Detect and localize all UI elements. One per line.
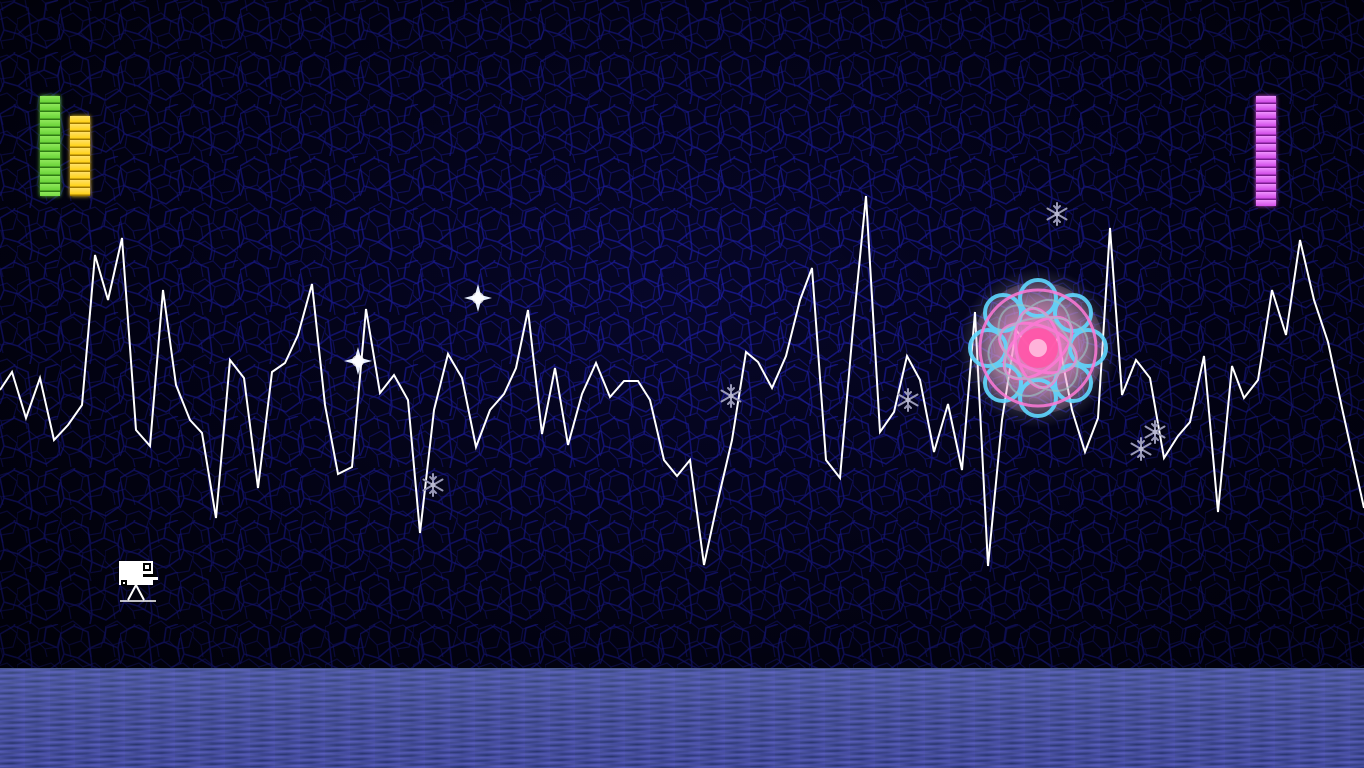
energy-meter bbox=[40, 96, 60, 196]
sparkle-icon bbox=[344, 347, 372, 375]
power-meter bbox=[70, 96, 90, 196]
sparkle-icon bbox=[464, 284, 492, 312]
snowflake-icon bbox=[1144, 420, 1166, 444]
power-meter-fill bbox=[70, 116, 90, 196]
enemy-health-meter bbox=[1256, 96, 1276, 206]
snowflake-icon bbox=[1046, 202, 1068, 226]
floor-ground bbox=[0, 668, 1364, 768]
snowflake-icon bbox=[422, 473, 444, 497]
waveform-line bbox=[0, 195, 1364, 567]
enemy-health-meter-fill bbox=[1256, 96, 1276, 206]
snowflake-icon bbox=[1130, 437, 1152, 461]
rainbow-orb-icon[interactable] bbox=[958, 268, 1118, 428]
snowflake-icon bbox=[897, 388, 919, 412]
snowflake-icon bbox=[720, 384, 742, 408]
robot-camera-icon[interactable] bbox=[116, 558, 160, 604]
cell-pattern-background bbox=[0, 0, 1364, 668]
energy-meter-fill bbox=[40, 96, 60, 196]
